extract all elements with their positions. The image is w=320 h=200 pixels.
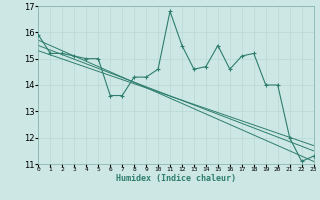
X-axis label: Humidex (Indice chaleur): Humidex (Indice chaleur)	[116, 174, 236, 183]
